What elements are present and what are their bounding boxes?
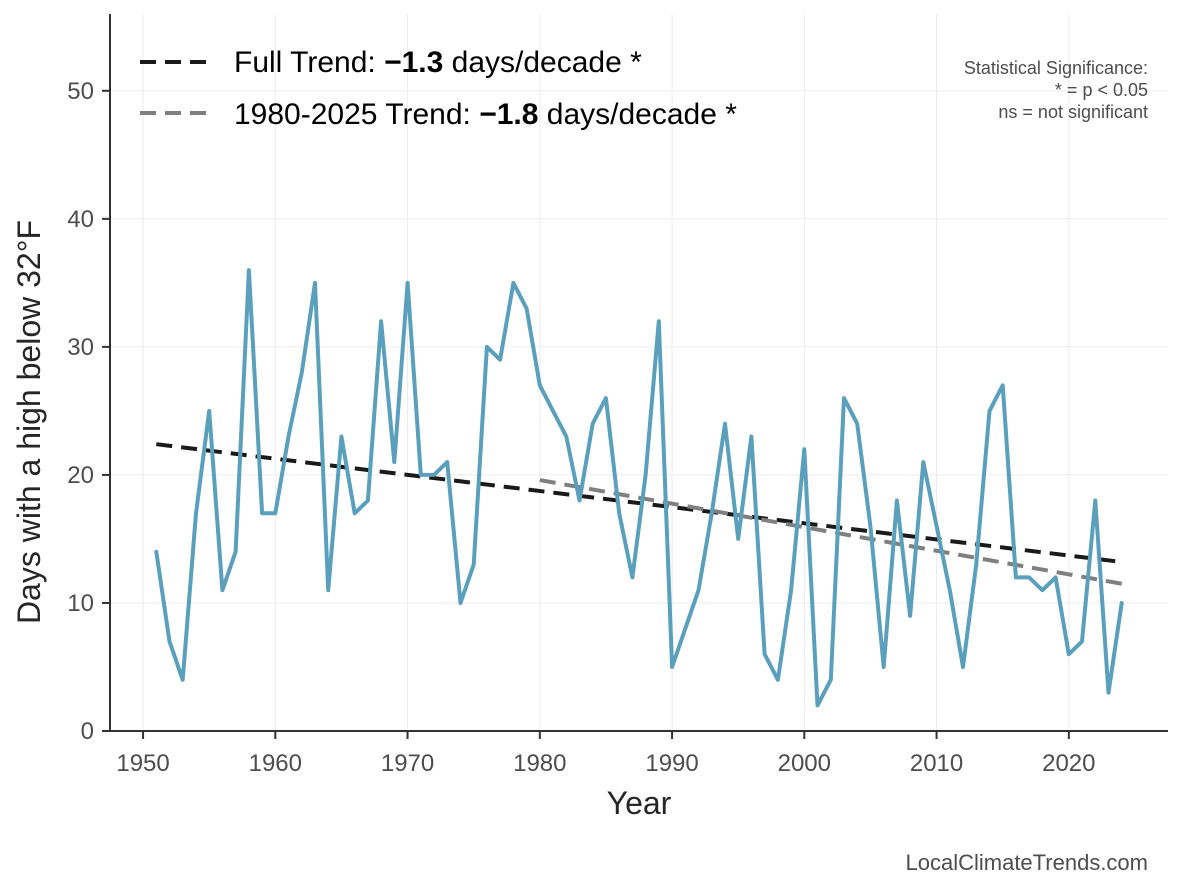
significance-note-line-1: Statistical Significance: (964, 58, 1148, 78)
data-series (154, 268, 1124, 708)
y-tick-label: 50 (67, 78, 94, 105)
y-tick-label: 10 (67, 590, 94, 617)
x-tick-label: 2010 (910, 750, 963, 777)
x-ticks: 1950 1960 1970 1980 1990 2000 2010 2020 (116, 731, 1096, 777)
y-tick-label: 0 (81, 718, 94, 745)
x-tick-label: 1960 (249, 750, 302, 777)
source-credit: LocalClimateTrends.com (906, 850, 1149, 875)
x-tick-label: 1950 (116, 750, 169, 777)
y-ticks: 0 10 20 30 40 50 (67, 78, 110, 745)
y-tick-label: 40 (67, 206, 94, 233)
legend: Full Trend: −1.3 days/decade * 1980-2025… (140, 46, 737, 131)
significance-note-line-3: ns = not significant (998, 102, 1148, 122)
y-axis-title: Days with a high below 32°F (11, 220, 47, 624)
full-trend-line (156, 442, 1122, 564)
legend-label-full-trend: Full Trend: −1.3 days/decade * (234, 46, 642, 79)
x-axis-title: Year (607, 785, 672, 821)
y-tick-label: 20 (67, 462, 94, 489)
y-tick-label: 30 (67, 334, 94, 361)
x-tick-label: 2020 (1042, 750, 1095, 777)
x-tick-label: 1980 (513, 750, 566, 777)
x-tick-label: 2000 (778, 750, 831, 777)
axes (109, 14, 1168, 732)
series-line (154, 268, 1124, 708)
x-tick-label: 1970 (381, 750, 434, 777)
significance-note-line-2: * = p < 0.05 (1055, 80, 1148, 100)
grid-lines (110, 14, 1168, 732)
x-tick-label: 1990 (645, 750, 698, 777)
trend-lines (156, 442, 1123, 586)
recent-trend-line (539, 478, 1123, 586)
significance-note: Statistical Significance: * = p < 0.05 n… (964, 58, 1148, 122)
legend-label-recent-trend: 1980-2025 Trend: −1.8 days/decade * (234, 98, 737, 131)
